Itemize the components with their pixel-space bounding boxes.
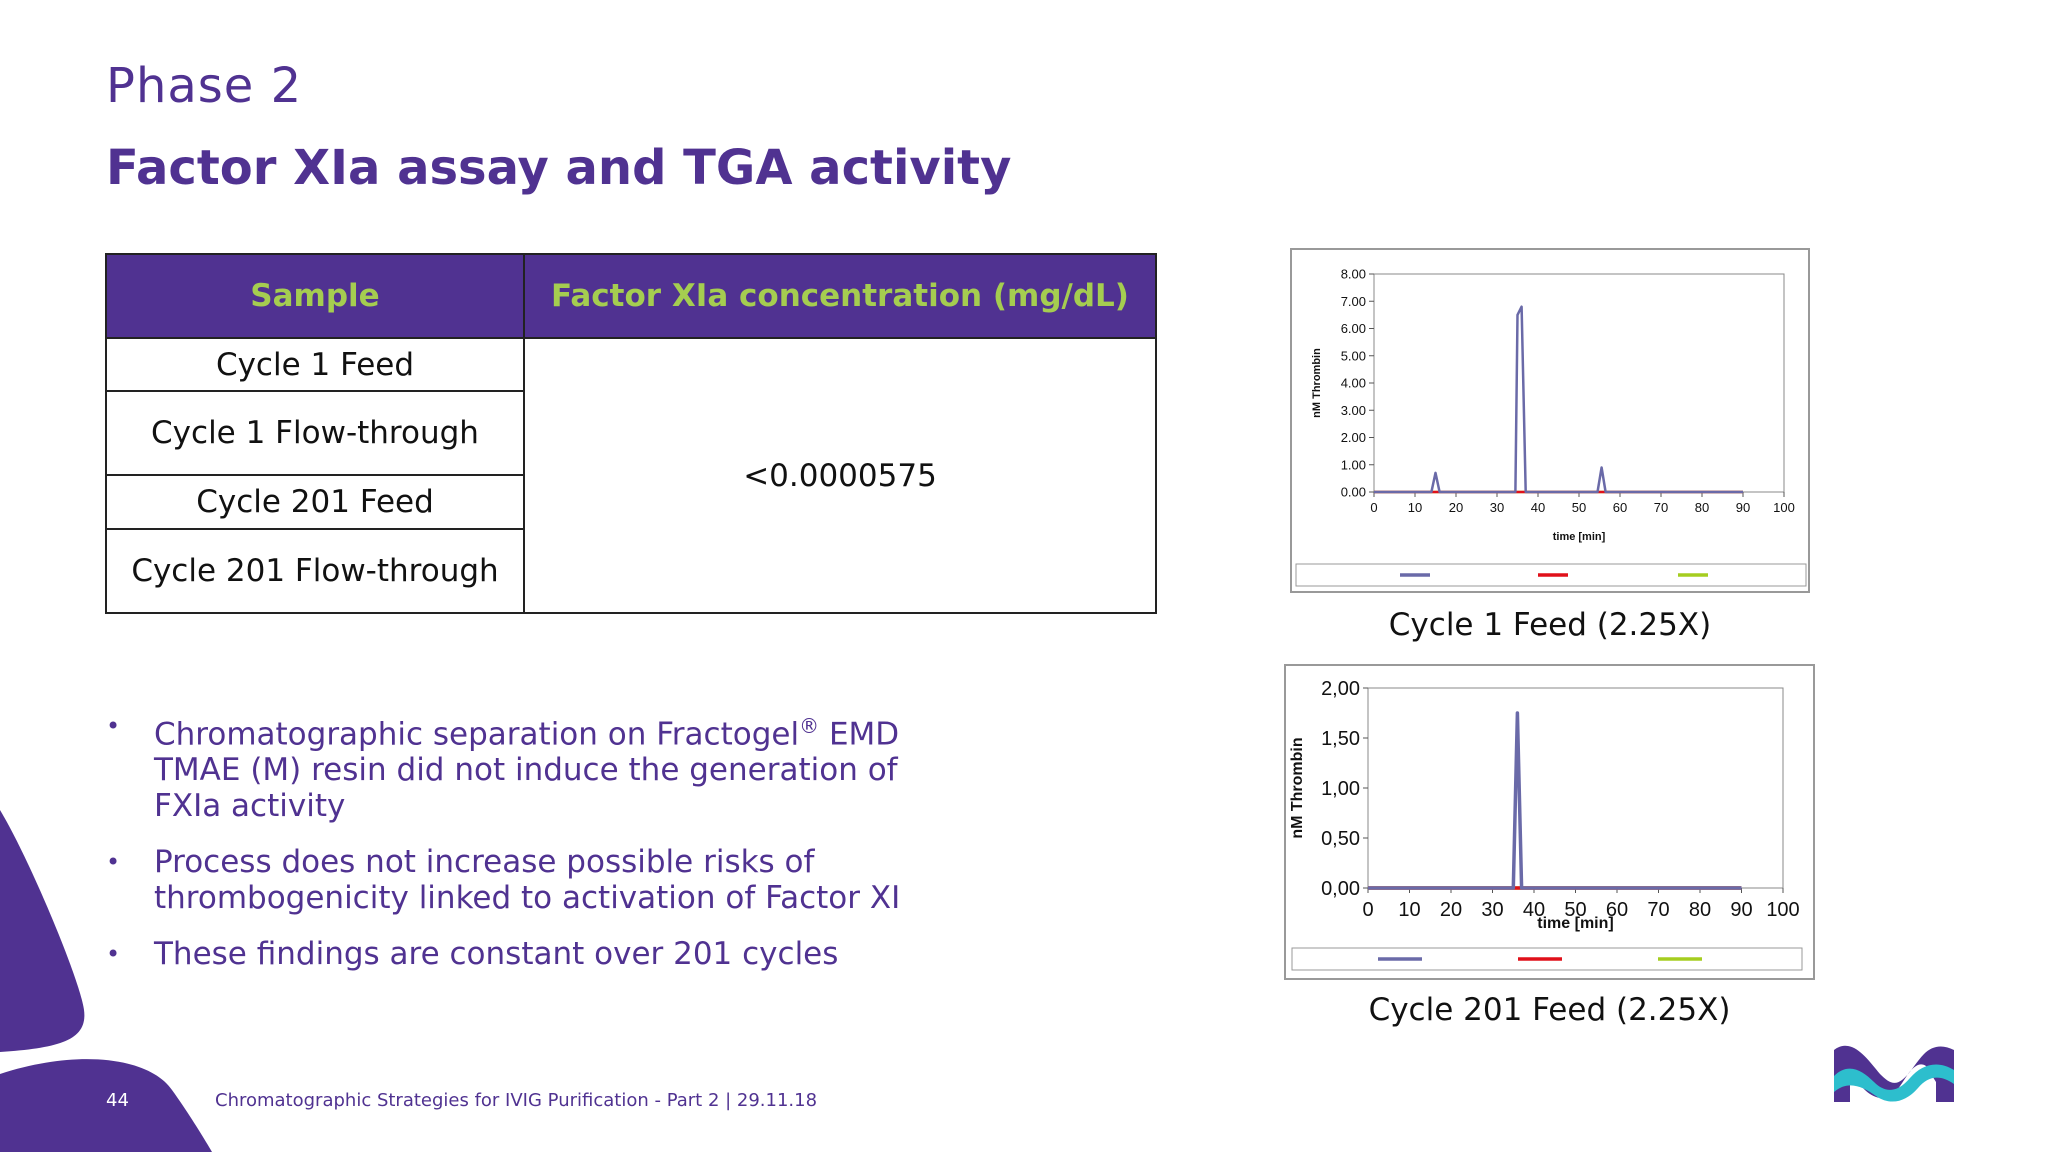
- x-tick-label: 60: [1613, 500, 1627, 515]
- plot-area: [1367, 687, 1784, 889]
- y-tick-label: 7.00: [1341, 294, 1366, 309]
- registered-mark: ®: [799, 714, 820, 738]
- header-sample: Sample: [105, 253, 525, 339]
- series-line: [1374, 305, 1743, 494]
- chart-cycle201-caption: Cycle 201 Feed (2.25X): [1368, 992, 1731, 1028]
- x-tick-label: 80: [1695, 500, 1709, 515]
- x-tick-label: 70: [1647, 899, 1669, 921]
- x-tick-label: 40: [1531, 500, 1545, 515]
- bullet-text: These findings are constant over 201 cyc…: [154, 936, 839, 973]
- y-tick-label: 3.00: [1341, 403, 1366, 418]
- bullet-text: Process does not increase possible risks…: [154, 844, 901, 917]
- x-tick-label: 50: [1572, 500, 1586, 515]
- sample-cell: Cycle 1 Feed: [105, 337, 525, 392]
- x-tick-label: 50: [1564, 899, 1586, 921]
- bullet-text-cont: EMD TMAE (M) resin did not induce the ge…: [154, 716, 900, 825]
- y-tick-label: 8.00: [1341, 267, 1366, 282]
- sample-cell: Cycle 201 Flow-through: [105, 528, 525, 614]
- x-tick-label: 0: [1362, 899, 1373, 921]
- header-concentration: Factor XIa concentration (mg/dL): [523, 253, 1157, 339]
- chart-cycle1-caption: Cycle 1 Feed (2.25X): [1388, 607, 1712, 643]
- bullet-item: • Chromatographic separation on Fractogel…: [106, 708, 926, 824]
- x-tick-label: 10: [1408, 500, 1422, 515]
- y-tick-label: 0,00: [1321, 878, 1360, 900]
- x-axis-label: time [min]: [1553, 531, 1606, 543]
- x-tick-label: 100: [1766, 899, 1799, 921]
- x-tick-label: 10: [1398, 899, 1420, 921]
- chart-cycle1-svg: 0.00 1.00 2.00 3.00 4.00 5.00 6.00 7.00 8.00 0 10 2…: [1295, 267, 1807, 587]
- chart-cycle201-svg: 0,00 0,50 1,00 1,50 2,00 0 10 20 30 40 50 60 70 80 90 1…: [1289, 678, 1803, 971]
- table-row: Cycle 1 Flow-through: [105, 390, 1156, 476]
- x-tick-label: 90: [1730, 899, 1752, 921]
- y-tick-label: 1.00: [1341, 457, 1366, 472]
- series-line: [1368, 711, 1742, 890]
- x-axis-label: time [min]: [1537, 915, 1613, 932]
- chart-cycle201: 0,00 0,50 1,00 1,50 2,00 0 10 20 30 40 50 60 70 80 90 1…: [1284, 664, 1815, 980]
- plot-area: [1373, 273, 1785, 493]
- y-tick-label: 1,50: [1321, 728, 1360, 750]
- y-tick-label: 5.00: [1341, 348, 1366, 363]
- y-tick-label: 0.00: [1341, 485, 1366, 500]
- concentration-table: Sample Factor XIa concentration (mg/dL) …: [105, 253, 1157, 614]
- y-tick-label: 4.00: [1341, 376, 1366, 391]
- y-tick-label: 6.00: [1341, 321, 1366, 336]
- x-tick-label: 30: [1490, 500, 1504, 515]
- chart-cycle1: 0.00 1.00 2.00 3.00 4.00 5.00 6.00 7.00 8.00 0 10 2…: [1290, 248, 1810, 593]
- x-tick-label: 30: [1481, 899, 1503, 921]
- y-tick-label: 1,00: [1321, 778, 1360, 800]
- bullet-dot: •: [106, 848, 121, 877]
- y-tick-label: 2.00: [1341, 430, 1366, 445]
- x-tick-label: 0: [1370, 500, 1377, 515]
- table-row: Cycle 201 Flow-through: [105, 528, 1156, 614]
- table-row: Cycle 201 Feed: [105, 474, 1156, 530]
- x-tick-label: 40: [1523, 899, 1545, 921]
- x-tick-label: 20: [1449, 500, 1463, 515]
- bullet-dot: •: [106, 940, 121, 969]
- company-logo-icon: [1834, 1045, 1954, 1102]
- y-axis-label: nM Thrombin: [1311, 348, 1323, 418]
- concentration-value: <0.0000575: [523, 337, 1157, 614]
- x-tick-label: 60: [1606, 899, 1628, 921]
- slide-title: Factor XIa assay and TGA activity: [106, 140, 1012, 196]
- footer-text: Chromatographic Strategies for IVIG Puri…: [215, 1090, 818, 1111]
- page-number: 44: [106, 1090, 129, 1111]
- table-header-row: Sample Factor XIa concentration (mg/dL): [105, 253, 1157, 339]
- bullet-text: Chromatographic separation on Fractogel: [154, 716, 800, 753]
- x-tick-label: 80: [1689, 899, 1711, 921]
- sample-cell: Cycle 1 Flow-through: [105, 390, 525, 476]
- bullet-item: • These findings are constant over 201 cy…: [106, 936, 926, 972]
- y-tick-label: 0,50: [1321, 828, 1360, 850]
- x-tick-label: 100: [1773, 500, 1795, 515]
- bullet-dot: •: [106, 712, 121, 740]
- x-tick-label: 70: [1654, 500, 1668, 515]
- table-row: Cycle 1 Feed <0.0000575: [105, 337, 1157, 614]
- findings-list: • Chromatographic separation on Fractogel…: [106, 708, 926, 992]
- sample-cell: Cycle 201 Feed: [105, 474, 525, 530]
- bullet-item: • Process does not increase possible risk…: [106, 844, 926, 916]
- y-axis-label: nM Thrombin: [1289, 737, 1306, 838]
- x-tick-label: 90: [1736, 500, 1750, 515]
- y-tick-label: 2,00: [1321, 678, 1360, 700]
- phase-label: Phase 2: [106, 58, 303, 114]
- x-tick-label: 20: [1440, 899, 1462, 921]
